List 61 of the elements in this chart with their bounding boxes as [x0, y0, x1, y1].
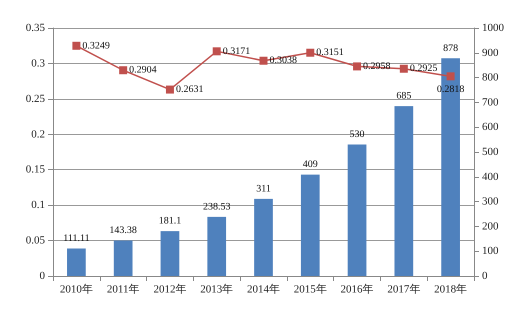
y2-tick-label: 700 [482, 96, 499, 108]
x-tick-label: 2014年 [247, 284, 280, 296]
y2-tick-label: 200 [482, 220, 499, 232]
x-tick-label: 2018年 [434, 284, 468, 296]
x-tick-label: 2010年 [60, 284, 93, 296]
x-tick-label: 2017年 [387, 284, 420, 296]
bar [67, 248, 86, 276]
bar [160, 231, 180, 276]
y-tick-label: 0.3 [31, 57, 46, 70]
y2-tick-label: 800 [482, 72, 499, 84]
y2-tick-label: 900 [482, 46, 499, 59]
bar [114, 240, 133, 276]
y-tick-label: 0 [40, 270, 46, 282]
point [119, 66, 128, 74]
y2-tick-label: 1000 [482, 22, 504, 34]
data-label: 0.3151 [316, 47, 344, 58]
bar [348, 144, 366, 276]
point [72, 42, 80, 50]
data-label: 0.3038 [270, 55, 297, 66]
point [400, 64, 408, 73]
data-label: 530 [350, 129, 365, 140]
y-tick-label: 0.1 [31, 199, 45, 212]
y2-tick-label: 400 [482, 170, 499, 183]
data-label: 0.2631 [176, 84, 204, 96]
y-tick-label: 0.2 [31, 128, 45, 140]
data-label: 878 [443, 42, 458, 54]
data-label: 238.53 [202, 201, 230, 212]
x-tick-label: 2015年 [294, 284, 327, 296]
bar [394, 106, 414, 276]
data-label: 0.3171 [222, 46, 250, 57]
x-tick-label: 2016年 [340, 284, 374, 296]
x-tick-label: 2011年 [106, 284, 140, 296]
y2-tick-label: 300 [482, 196, 499, 208]
point [212, 47, 221, 56]
data-label: 409 [302, 159, 318, 170]
data-label: 0.3249 [82, 40, 110, 52]
y2-tick-label: 600 [482, 121, 499, 134]
y-tick-label: 0.05 [26, 234, 46, 247]
data-label: 0.2904 [129, 64, 157, 76]
y-tick-label: 0.25 [26, 92, 46, 105]
y-tick-label: 0.35 [26, 22, 46, 34]
data-label: 0.2925 [410, 63, 438, 74]
data-label: 181.1 [158, 216, 182, 227]
data-label: 143.38 [109, 224, 137, 236]
point [446, 72, 455, 80]
x-tick-label: 2012年 [153, 284, 186, 296]
bar [254, 198, 273, 276]
bar [207, 216, 226, 276]
y-tick-label: 0.15 [26, 164, 46, 176]
point [166, 86, 174, 94]
data-label: 311 [256, 183, 271, 194]
y2-tick-label: 0 [482, 270, 488, 282]
data-label: 111.11 [63, 232, 90, 244]
bar [300, 174, 320, 276]
y2-tick-label: 500 [482, 146, 499, 158]
y2-tick-label: 100 [482, 245, 499, 258]
point [260, 56, 268, 65]
data-label: 685 [396, 90, 412, 102]
point [353, 62, 362, 70]
point [306, 48, 314, 57]
x-tick-label: 2013年 [200, 284, 234, 296]
